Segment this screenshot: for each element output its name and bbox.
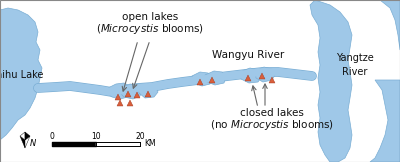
Polygon shape [255,67,275,82]
Text: Taihu Lake: Taihu Lake [0,70,44,80]
Polygon shape [205,71,226,85]
Polygon shape [310,0,352,162]
Text: 10: 10 [91,132,101,141]
Polygon shape [25,136,30,148]
Polygon shape [370,80,400,162]
Text: Yangtze
River: Yangtze River [336,53,374,77]
Polygon shape [240,68,262,83]
Text: N: N [30,139,36,149]
Text: 0: 0 [50,132,54,141]
Polygon shape [25,132,30,140]
Text: 20: 20 [135,132,145,141]
Polygon shape [0,8,42,140]
Text: Wangyu River: Wangyu River [212,50,284,60]
Text: ($\it{Microcystis}$ blooms): ($\it{Microcystis}$ blooms) [96,22,204,36]
Text: KM: KM [144,139,156,149]
Text: open lakes: open lakes [122,12,178,22]
Polygon shape [380,0,400,50]
Polygon shape [20,136,25,148]
Text: (no $\it{Microcystis}$ blooms): (no $\it{Microcystis}$ blooms) [210,118,334,132]
Polygon shape [192,72,212,86]
Polygon shape [107,83,132,99]
Polygon shape [20,132,25,140]
Polygon shape [138,84,158,98]
Polygon shape [120,84,142,99]
Text: closed lakes: closed lakes [240,108,304,118]
